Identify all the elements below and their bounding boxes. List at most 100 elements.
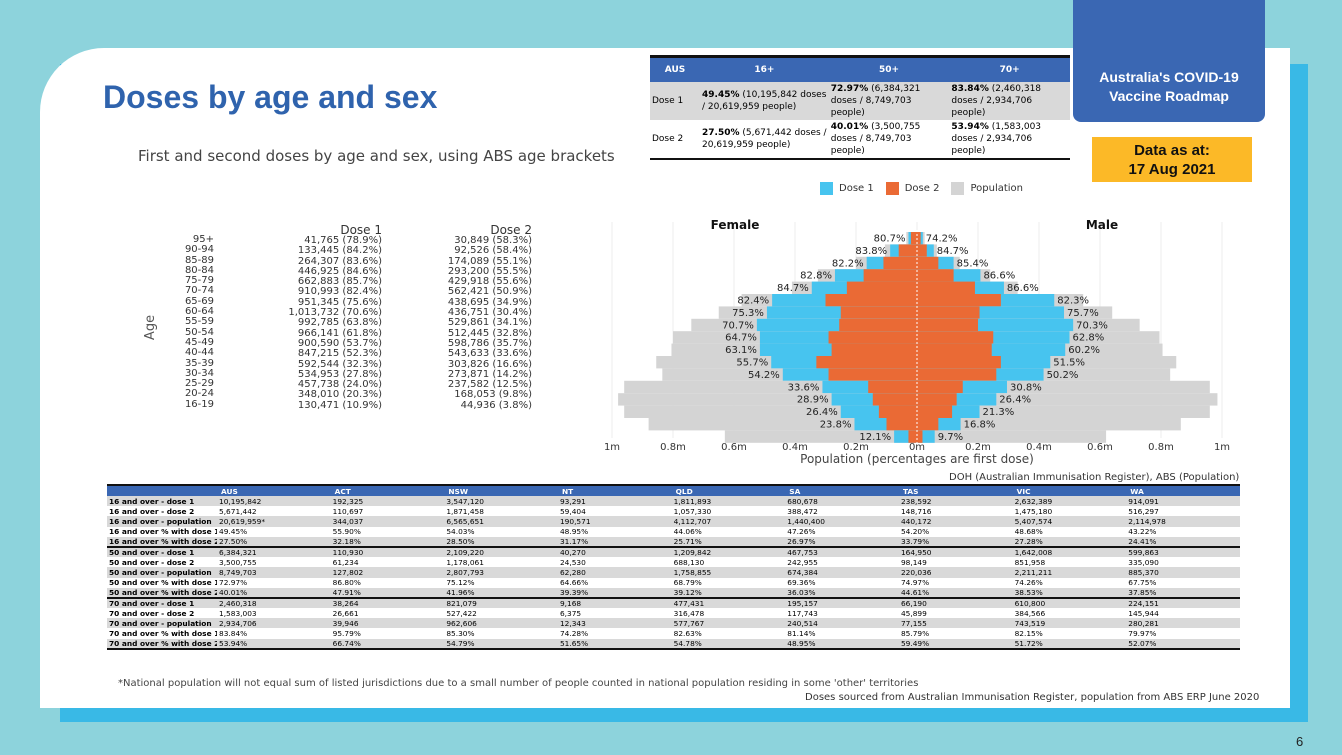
dose2-value: 293,200 (55.5%)	[447, 265, 532, 277]
female-pct-label: 54.2%	[748, 370, 780, 381]
male-dose2-bar	[917, 232, 921, 245]
summary-cell-detail: (3,500,755 doses / 8,749,703 people)	[830, 122, 921, 156]
dose2-list-values: 30,849 (58.3%) 92,526 (58.4%) 174,089 (55.…	[420, 235, 532, 411]
summary-cell-detail: (2,460,318 doses / 2,934,706 people)	[951, 84, 1042, 118]
male-header: Male	[1086, 218, 1118, 232]
dose1-value: 534,953 (27.8%)	[297, 368, 382, 380]
female-pct-label: 23.8%	[820, 420, 852, 431]
table-cell: 674,384	[785, 567, 899, 578]
female-pct-label: 82.8%	[800, 271, 832, 282]
table-cell: 240,514	[785, 618, 899, 629]
table-cell: 28.50%	[444, 536, 558, 548]
dose2-value: 438,695 (34.9%)	[447, 296, 532, 308]
roadmap-badge: Australia's COVID-19 Vaccine Roadmap	[1073, 0, 1265, 122]
table-cell: 26.97%	[785, 536, 899, 548]
table-header: SA	[785, 486, 899, 496]
female-pct-label: 75.3%	[732, 308, 764, 319]
dose1-value: 900,590 (53.7%)	[297, 337, 382, 349]
table-cell: 74.26%	[1014, 578, 1043, 588]
table-row: 50 and over - dose 2 3,500,755 61,234 1,178…	[107, 557, 1240, 567]
male-pct-label: 9.7%	[938, 432, 963, 443]
dose1-value: 951,345 (75.6%)	[297, 296, 382, 308]
badge-line-1: Australia's COVID-19	[1099, 69, 1239, 85]
legend-swatch-dose1	[820, 182, 833, 195]
table-cell: 48.68%	[1014, 527, 1043, 537]
table-cell: 117,743	[787, 608, 818, 618]
age-axis-label: Age	[143, 314, 159, 341]
age-bracket: 16-19	[184, 398, 214, 410]
dose2-value: 92,526 (58.4%)	[454, 245, 532, 257]
table-row-label: 16 and over % with dose 2	[107, 536, 217, 548]
data-as-at-date: 17 Aug 2021	[1128, 161, 1216, 178]
female-dose2-bar	[872, 393, 917, 406]
summary-cell-pct: 83.84%	[951, 84, 989, 94]
male-pct-label: 85.4%	[957, 258, 989, 269]
female-population-bar	[724, 430, 917, 443]
table-cell: 31.17%	[557, 536, 672, 548]
table-cell: 38,264	[330, 597, 445, 609]
female-pct-label: 28.9%	[797, 395, 829, 406]
male-pct-label: 51.5%	[1053, 358, 1085, 369]
summary-header-aus: AUS	[650, 58, 700, 82]
dose2-value: 44,936 (3.8%)	[460, 399, 532, 411]
male-pct-label: 60.2%	[1068, 345, 1100, 356]
male-dose2-bar	[917, 368, 997, 381]
table-cell: 1,642,008	[1012, 546, 1127, 558]
table-cell: 69.36%	[787, 578, 816, 588]
table-cell: 74.28%	[559, 629, 589, 639]
female-dose2-bar	[898, 244, 917, 257]
female-dose2-bar	[846, 281, 917, 294]
table-cell: 914,091	[1126, 496, 1240, 507]
summary-cell: 27.50% (5,671,442 doses / 20,619,959 peo…	[700, 120, 829, 160]
table-cell: 851,958	[1014, 557, 1046, 567]
summary-cell: 83.84% (2,460,318 doses / 2,934,706 peop…	[949, 82, 1070, 120]
table-cell: 467,753	[785, 546, 899, 558]
table-cell: 4,112,707	[671, 516, 786, 527]
dose2-value: 237,582 (12.5%)	[447, 379, 532, 391]
male-population-bar	[917, 430, 1107, 443]
dose1-value: 133,445 (84.2%)	[297, 245, 382, 257]
x-tick-label: 0.6m	[1087, 442, 1113, 453]
x-tick-label: 0.6m	[721, 442, 747, 453]
female-dose2-bar	[886, 418, 917, 431]
table-cell: 335,090	[1128, 557, 1159, 567]
x-tick-label: 0m	[909, 442, 925, 453]
age-bracket-list: 95+ 90-94 85-89 80-84 75-79 70-74 65-69 60-64 55…	[180, 234, 214, 410]
female-dose2-bar	[825, 294, 917, 307]
table-cell: 64.66%	[559, 578, 589, 588]
table-cell: 688,130	[673, 557, 705, 567]
table-cell: 440,172	[898, 516, 1013, 527]
table-cell: 110,697	[332, 506, 364, 516]
dose2-value: 30,849 (58.3%)	[454, 235, 532, 246]
dose1-value: 662,883 (85.7%)	[297, 276, 382, 288]
legend-item-dose1: Dose 1	[820, 182, 874, 195]
table-cell: 20,619,959*	[217, 516, 331, 527]
table-header	[107, 486, 217, 496]
table-row-label: 50 and over - dose 1	[107, 546, 217, 558]
table-cell: 6,384,321	[217, 546, 331, 558]
table-row: 16 and over - dose 2 5,671,442 110,697 1,87…	[107, 506, 1240, 516]
table-row: 70 and over % with dose 1 83.84% 95.79% 85.…	[107, 628, 1240, 638]
dose1-value: 966,141 (61.8%)	[297, 327, 382, 339]
summary-row-label: Dose 2	[650, 120, 700, 160]
female-pct-label: 26.4%	[806, 407, 838, 418]
table-cell: 1,440,400	[785, 516, 899, 527]
population-pyramid-chart: 80.7% 74.2% 83.8% 84.7% 82.2% 85.4% 82.8% 86.6%…	[604, 218, 1230, 466]
dose2-value: 598,786 (35.7%)	[447, 337, 532, 349]
table-cell: 577,767	[671, 618, 786, 629]
page-number: 6	[1296, 734, 1304, 749]
table-cell: 43.22%	[1128, 527, 1157, 537]
table-row: 16 and over % with dose 1 49.45% 55.90% 54.…	[107, 527, 1240, 537]
table-row: 70 and over % with dose 2 53.94% 66.74% 54.…	[107, 638, 1240, 650]
table-cell: 45,899	[900, 608, 927, 618]
summary-cell-detail: (6,384,321 doses / 8,749,703 people)	[830, 84, 921, 118]
summary-header-70: 70+	[949, 58, 1070, 82]
table-cell: 93,291	[557, 496, 672, 507]
table-cell: 280,281	[1126, 618, 1240, 629]
summary-cell: 53.94% (1,583,003 doses / 2,934,706 peop…	[949, 120, 1070, 160]
page-subtitle: First and second doses by age and sex, u…	[138, 147, 615, 165]
male-pct-label: 84.7%	[937, 246, 969, 257]
dose1-value: 592,544 (32.3%)	[297, 358, 382, 370]
male-pct-label: 82.3%	[1057, 296, 1089, 307]
male-dose2-bar	[917, 281, 975, 294]
